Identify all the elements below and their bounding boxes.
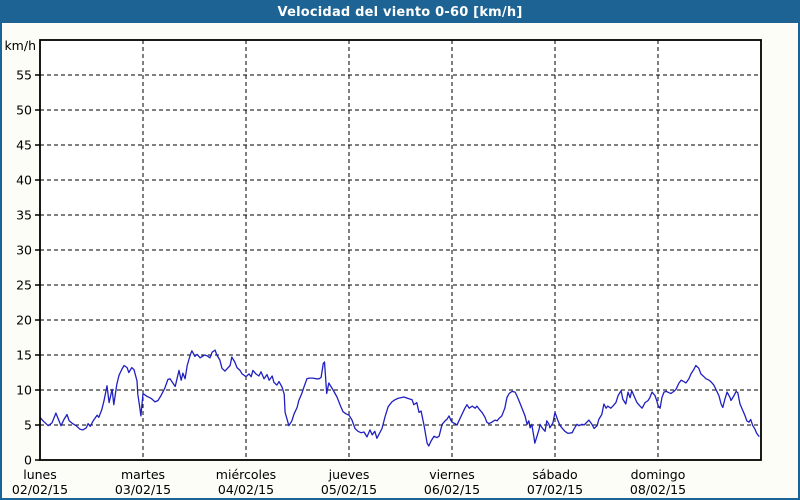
x-day-label: miércoles — [216, 467, 276, 482]
x-day-label: viernes — [429, 467, 475, 482]
y-tick-label: 30 — [16, 243, 32, 258]
x-day-label: domingo — [631, 467, 686, 482]
x-date-label: 02/02/15 — [12, 482, 68, 497]
y-tick-label: 0 — [24, 453, 32, 468]
y-axis-unit-label: km/h — [4, 38, 36, 53]
page-title: Velocidad del viento 0-60 [km/h] — [277, 5, 523, 20]
title-bar: Velocidad del viento 0-60 [km/h] — [2, 2, 798, 23]
y-tick-label: 40 — [16, 173, 32, 188]
y-tick-label: 5 — [24, 418, 32, 433]
wind-speed-line — [39, 349, 760, 447]
x-date-label: 05/02/15 — [321, 482, 377, 497]
x-date-label: 04/02/15 — [218, 482, 274, 497]
y-tick-label: 10 — [16, 383, 32, 398]
plot-border — [39, 39, 762, 461]
x-day-label: sábado — [532, 467, 577, 482]
y-tick-label: 15 — [16, 348, 32, 363]
x-date-label: 03/02/15 — [115, 482, 171, 497]
y-tick-label: 45 — [16, 138, 32, 153]
x-day-label: jueves — [328, 467, 370, 482]
y-tick-label: 55 — [16, 68, 32, 83]
y-tick-label: 35 — [16, 208, 32, 223]
x-day-label: lunes — [23, 467, 57, 482]
x-date-label: 08/02/15 — [630, 482, 686, 497]
x-date-label: 07/02/15 — [527, 482, 583, 497]
x-date-label: 06/02/15 — [424, 482, 480, 497]
x-day-label: martes — [121, 467, 165, 482]
y-tick-label: 25 — [16, 278, 32, 293]
y-tick-label: 50 — [16, 103, 32, 118]
y-tick-label: 20 — [16, 313, 32, 328]
